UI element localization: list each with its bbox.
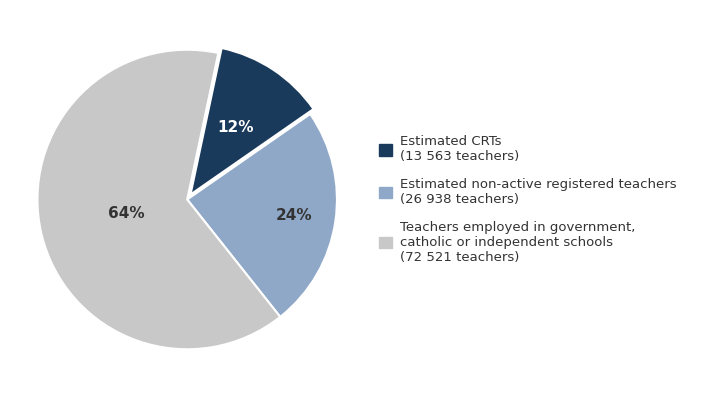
Legend: Estimated CRTs
(13 563 teachers), Estimated non-active registered teachers
(26 9: Estimated CRTs (13 563 teachers), Estima… — [374, 130, 682, 269]
Text: 64%: 64% — [108, 206, 144, 221]
Wedge shape — [37, 50, 280, 349]
Text: 12%: 12% — [217, 120, 253, 134]
Wedge shape — [191, 48, 313, 194]
Wedge shape — [187, 114, 337, 317]
Text: 24%: 24% — [276, 208, 312, 223]
